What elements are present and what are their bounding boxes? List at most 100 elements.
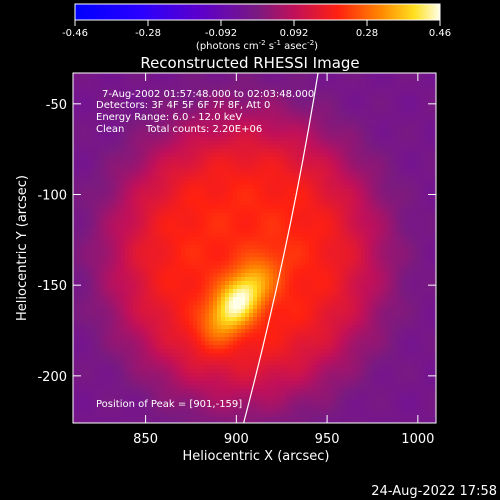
heatmap-cell [273,421,278,423]
heatmap-cell [193,405,198,410]
heatmap-cell [185,193,190,198]
heatmap-cell [97,241,102,246]
heatmap-cell [181,377,186,382]
heatmap-cell [169,237,174,242]
heatmap-cell [77,317,82,322]
heatmap-cell [269,77,274,82]
heatmap-cell [197,269,202,274]
heatmap-cell [257,405,262,410]
heatmap-cell [97,305,102,310]
heatmap-cell [277,289,282,294]
heatmap-cell [213,157,218,162]
heatmap-cell [245,133,250,138]
heatmap-cell [161,145,166,150]
heatmap-cell [281,345,286,350]
heatmap-cell [165,421,170,423]
heatmap-cell [181,117,186,122]
heatmap-cell [293,397,298,402]
heatmap-cell [89,129,94,134]
heatmap-cell [125,317,130,322]
heatmap-cell [237,177,242,182]
heatmap-cell [229,137,234,142]
heatmap-cell [161,77,166,82]
heatmap-cell [225,297,230,302]
heatmap-cell [293,201,298,206]
heatmap-cell [229,201,234,206]
heatmap-cell [233,325,238,330]
heatmap-cell [241,105,246,110]
heatmap-cell [117,301,122,306]
heatmap-cell [265,201,270,206]
heatmap-cell [285,129,290,134]
heatmap-cell [173,385,178,390]
heatmap-cell [289,85,294,90]
heatmap-cell [277,417,282,422]
heatmap-cell [97,405,102,410]
heatmap-cell [109,421,114,423]
heatmap-cell [81,121,86,126]
heatmap-cell [77,161,82,166]
heatmap-cell [145,285,150,290]
heatmap-cell [253,85,258,90]
heatmap-cell [257,249,262,254]
heatmap-cell [165,125,170,130]
heatmap-cell [245,153,250,158]
heatmap-cell [169,245,174,250]
heatmap-cell [121,289,126,294]
heatmap-cell [117,377,122,382]
heatmap-cell [137,309,142,314]
heatmap-cell [117,397,122,402]
heatmap-cell [173,309,178,314]
heatmap-cell [97,341,102,346]
heatmap-cell [277,401,282,406]
heatmap-cell [245,197,250,202]
heatmap-cell [213,377,218,382]
heatmap-cell [181,121,186,126]
heatmap-cell [229,413,234,418]
heatmap-cell [233,329,238,334]
heatmap-cell [201,261,206,266]
heatmap-cell [157,93,162,98]
heatmap-cell [129,157,134,162]
heatmap-cell [241,357,246,362]
heatmap-cell [177,241,182,246]
heatmap-cell [277,357,282,362]
heatmap-cell [273,225,278,230]
heatmap-cell [93,257,98,262]
heatmap-cell [185,217,190,222]
heatmap-cell [233,281,238,286]
heatmap-cell [205,393,210,398]
heatmap-cell [221,385,226,390]
heatmap-cell [285,93,290,98]
heatmap-cell [285,125,290,130]
heatmap-cell [253,225,258,230]
heatmap-cell [197,257,202,262]
heatmap-cell [237,309,242,314]
heatmap-cell [221,353,226,358]
heatmap-cell [297,105,302,110]
heatmap-cell [165,213,170,218]
heatmap-cell [181,241,186,246]
heatmap-cell [121,253,126,258]
heatmap-cell [93,169,98,174]
heatmap-cell [273,405,278,410]
heatmap-cell [165,113,170,118]
heatmap-cell [81,197,86,202]
heatmap-cell [209,165,214,170]
heatmap-cell [145,313,150,318]
heatmap-cell [265,117,270,122]
heatmap-cell [217,317,222,322]
heatmap-cell [233,257,238,262]
heatmap-cell [173,193,178,198]
heatmap-cell [125,145,130,150]
heatmap-cell [257,125,262,130]
heatmap-cell [241,381,246,386]
heatmap-cell [225,389,230,394]
heatmap-cell [133,181,138,186]
heatmap-cell [117,217,122,222]
heatmap-cell [145,205,150,210]
heatmap-cell [101,389,106,394]
heatmap-cell [181,77,186,82]
heatmap-cell [105,177,110,182]
heatmap-cell [141,213,146,218]
